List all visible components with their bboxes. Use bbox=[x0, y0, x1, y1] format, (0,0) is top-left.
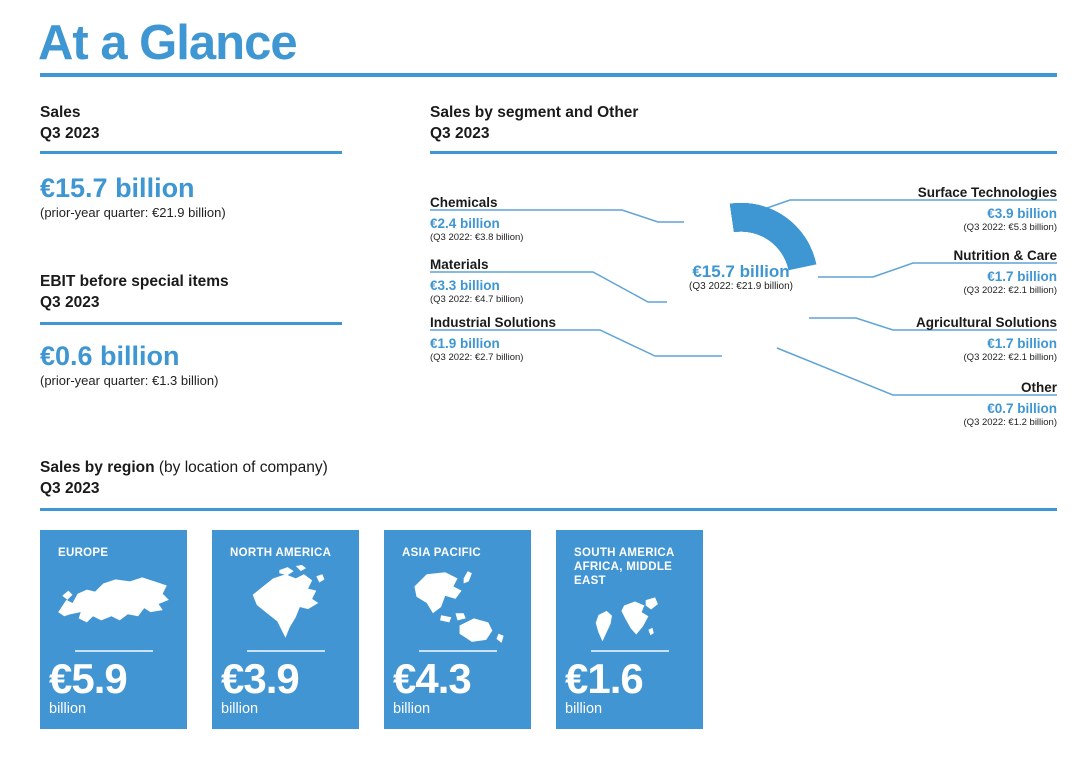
region-unit: billion bbox=[393, 701, 431, 717]
region-divider bbox=[590, 650, 669, 652]
segment-label-agricultural-solutions: Agricultural Solutions €1.7 billion (Q3 … bbox=[842, 315, 1057, 363]
region-name: NORTH AMERICA bbox=[230, 547, 332, 559]
region-value: €3.9 bbox=[221, 655, 300, 702]
segment-label-other: Other €0.7 billion (Q3 2022: €1.2 billio… bbox=[842, 380, 1057, 428]
connector-chemicals bbox=[430, 209, 684, 223]
region-unit: billion bbox=[49, 701, 87, 717]
segment-value: €1.7 billion bbox=[987, 336, 1057, 351]
segment-value: €2.4 billion bbox=[430, 216, 500, 231]
kpi-ebit-title: EBIT before special items bbox=[40, 273, 229, 290]
region-name: ASIA PACIFIC bbox=[402, 547, 481, 559]
segment-value: €3.9 billion bbox=[987, 206, 1057, 221]
segments-heading: Sales by segment and Other Q3 2023 bbox=[430, 102, 638, 144]
region-unit: billion bbox=[565, 701, 603, 717]
kpi-ebit-heading: EBIT before special items Q3 2023 bbox=[40, 271, 229, 313]
donut-segment-chemicals bbox=[729, 202, 795, 245]
segment-prior: (Q3 2022: €1.2 billion) bbox=[963, 417, 1057, 428]
region-divider bbox=[418, 650, 497, 652]
segments-rule bbox=[430, 151, 1057, 154]
connector-other bbox=[776, 347, 1057, 396]
segment-name: Nutrition & Care bbox=[953, 248, 1057, 263]
kpi-ebit-prior: (prior-year quarter: €1.3 billion) bbox=[40, 373, 219, 388]
segment-prior: (Q3 2022: €4.7 billion) bbox=[430, 294, 524, 305]
title-rule bbox=[40, 73, 1057, 77]
regions-title: Sales by region bbox=[40, 459, 155, 476]
connector-surface-technologies bbox=[766, 199, 1057, 209]
regions-period: Q3 2023 bbox=[40, 480, 100, 497]
segment-name: Chemicals bbox=[430, 195, 498, 210]
segment-label-materials: Materials €3.3 billion (Q3 2022: €4.7 bi… bbox=[430, 257, 645, 305]
connector-nutrition-care bbox=[818, 262, 1057, 278]
segment-name: Surface Technologies bbox=[917, 185, 1057, 200]
segment-name: Other bbox=[1020, 380, 1057, 395]
segment-value: €1.9 billion bbox=[430, 336, 500, 351]
donut-center-prior: (Q3 2022: €21.9 billion) bbox=[689, 281, 793, 292]
kpi-ebit-period: Q3 2023 bbox=[40, 294, 100, 311]
kpi-sales-rule bbox=[40, 151, 342, 154]
regions-rule bbox=[40, 508, 1057, 511]
segment-value: €1.7 billion bbox=[987, 269, 1057, 284]
segment-value: €0.7 billion bbox=[987, 401, 1057, 416]
regions-title-line: Sales by region (by location of company) bbox=[40, 457, 328, 478]
connector-lines bbox=[430, 199, 1057, 396]
kpi-ebit-rule bbox=[40, 322, 342, 325]
donut-center-value: €15.7 billion bbox=[692, 262, 790, 281]
segment-name: Materials bbox=[430, 257, 489, 272]
south-america-africa-middle-east-map-icon bbox=[556, 588, 703, 650]
donut-segments bbox=[729, 202, 817, 271]
region-divider bbox=[246, 650, 325, 652]
regions-note: (by location of company) bbox=[154, 459, 328, 476]
segment-label-chemicals: Chemicals €2.4 billion (Q3 2022: €3.8 bi… bbox=[430, 195, 645, 243]
connector-materials bbox=[430, 271, 667, 303]
kpi-sales-heading: Sales Q3 2023 bbox=[40, 102, 99, 144]
kpi-sales-prior: (prior-year quarter: €21.9 billion) bbox=[40, 205, 226, 220]
kpi-sales-value: €15.7 billion bbox=[40, 173, 195, 203]
segment-label-surface-technologies: Surface Technologies €3.9 billion (Q3 20… bbox=[842, 185, 1057, 233]
region-card-europe: EUROPE €5.9 billion bbox=[40, 530, 187, 729]
segment-name: Industrial Solutions bbox=[430, 315, 557, 330]
region-unit: billion bbox=[221, 701, 259, 717]
north-america-map-icon bbox=[212, 560, 359, 650]
kpi-ebit-value: €0.6 billion bbox=[40, 341, 180, 371]
segments-period: Q3 2023 bbox=[430, 125, 490, 142]
segment-prior: (Q3 2022: €3.8 billion) bbox=[430, 232, 524, 243]
kpi-sales-period: Q3 2023 bbox=[40, 125, 100, 142]
donut-center-label: €15.7 billion (Q3 2022: €21.9 billion) bbox=[661, 263, 821, 293]
segment-value: €3.3 billion bbox=[430, 278, 500, 293]
regions-heading: Sales by region (by location of company)… bbox=[40, 457, 328, 499]
segment-prior: (Q3 2022: €5.3 billion) bbox=[963, 222, 1057, 233]
region-name: EUROPE bbox=[58, 547, 109, 559]
connector-industrial-solutions bbox=[430, 329, 722, 357]
segment-prior: (Q3 2022: €2.1 billion) bbox=[963, 285, 1057, 296]
region-card-south-america-africa-middle-east: SOUTH AMERICA AFRICA, MIDDLE EAST €1.6 b… bbox=[556, 530, 703, 729]
europe-map-icon bbox=[40, 560, 187, 650]
segment-prior: (Q3 2022: €2.1 billion) bbox=[963, 352, 1057, 363]
segment-label-industrial-solutions: Industrial Solutions €1.9 billion (Q3 20… bbox=[430, 315, 645, 363]
kpi-sales-title: Sales bbox=[40, 104, 81, 121]
page-title: At a Glance bbox=[38, 16, 298, 70]
connector-agricultural-solutions bbox=[809, 317, 1057, 331]
region-value: €1.6 bbox=[565, 655, 644, 702]
segment-prior: (Q3 2022: €2.7 billion) bbox=[430, 352, 524, 363]
segment-name: Agricultural Solutions bbox=[915, 315, 1057, 330]
region-name: SOUTH AMERICA AFRICA, MIDDLE EAST bbox=[574, 547, 675, 587]
segment-donut-chart bbox=[430, 199, 1057, 396]
segments-title: Sales by segment and Other bbox=[430, 104, 639, 121]
asia-pacific-map-icon bbox=[384, 560, 531, 650]
region-divider bbox=[74, 650, 153, 652]
region-value: €5.9 bbox=[49, 655, 128, 702]
region-value: €4.3 bbox=[393, 655, 472, 702]
region-card-asia-pacific: ASIA PACIFIC €4.3 billion bbox=[384, 530, 531, 729]
segment-label-nutrition-care: Nutrition & Care €1.7 billion (Q3 2022: … bbox=[842, 248, 1057, 296]
region-card-north-america: NORTH AMERICA €3.9 billion bbox=[212, 530, 359, 729]
